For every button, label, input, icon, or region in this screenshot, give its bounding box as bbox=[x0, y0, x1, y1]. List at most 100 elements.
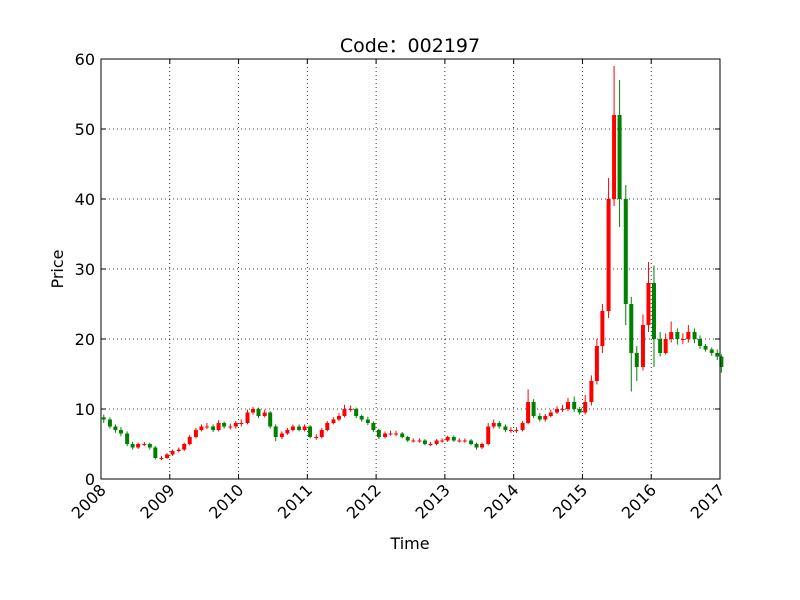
candle-body bbox=[147, 444, 152, 448]
candle-body bbox=[400, 433, 405, 437]
candle-body bbox=[365, 419, 370, 423]
candle-body bbox=[698, 339, 703, 346]
candle-body bbox=[606, 199, 611, 311]
candle-body bbox=[101, 417, 106, 420]
y-axis-label: Price bbox=[48, 249, 67, 288]
candle-body bbox=[331, 419, 336, 423]
candle-body bbox=[297, 426, 302, 430]
candle-body bbox=[348, 409, 353, 410]
candle-body bbox=[211, 426, 216, 430]
candle-body bbox=[577, 409, 582, 413]
candle-body bbox=[669, 332, 674, 339]
candle-body bbox=[560, 409, 565, 410]
x-axis-label: Time bbox=[389, 534, 429, 553]
candle-body bbox=[136, 444, 141, 448]
y-tick-label: 20 bbox=[75, 330, 95, 349]
candle-body bbox=[623, 199, 628, 304]
y-tick-label: 30 bbox=[75, 260, 95, 279]
candle-body bbox=[445, 437, 450, 441]
candle-body bbox=[233, 423, 238, 427]
candle-body bbox=[308, 426, 313, 437]
candle-body bbox=[480, 444, 485, 448]
candle-body bbox=[434, 440, 439, 444]
candle-body bbox=[405, 437, 410, 441]
candle-body bbox=[314, 437, 319, 438]
candle-body bbox=[359, 416, 364, 420]
candle-body bbox=[319, 430, 324, 437]
candle-body bbox=[526, 402, 531, 423]
candle-body bbox=[566, 402, 571, 409]
candle-body bbox=[715, 353, 720, 357]
candle-body bbox=[204, 426, 209, 428]
candle-body bbox=[612, 115, 617, 199]
candle-body bbox=[279, 433, 284, 437]
candle-body bbox=[572, 402, 577, 409]
candle-body bbox=[376, 430, 381, 437]
candle-body bbox=[417, 440, 422, 442]
candle-body bbox=[663, 339, 668, 353]
candle-body bbox=[451, 437, 456, 441]
chart-title: Code：002197 bbox=[340, 35, 480, 57]
candle-body bbox=[290, 426, 295, 430]
candle-body bbox=[383, 433, 388, 437]
candle-body bbox=[675, 332, 680, 339]
candle-body bbox=[302, 426, 307, 430]
candle-body bbox=[107, 419, 112, 427]
candle-body bbox=[216, 423, 221, 430]
candle-body bbox=[113, 426, 118, 430]
y-tick-label: 0 bbox=[85, 470, 95, 489]
candle-body bbox=[658, 339, 663, 353]
candle-body bbox=[165, 454, 170, 458]
candle-body bbox=[118, 430, 123, 434]
candle-body bbox=[686, 332, 691, 339]
candle-body bbox=[222, 423, 227, 427]
candle-body bbox=[239, 423, 244, 424]
candle-body bbox=[617, 115, 622, 199]
candle-body bbox=[634, 353, 639, 367]
y-tick-label: 60 bbox=[75, 50, 95, 69]
candle-body bbox=[629, 304, 634, 353]
candle-body bbox=[342, 409, 347, 416]
candle-body bbox=[325, 423, 330, 430]
candle-body bbox=[703, 346, 708, 350]
candle-body bbox=[680, 339, 685, 340]
y-tick-label: 10 bbox=[75, 400, 95, 419]
candle-body bbox=[469, 440, 474, 444]
candle-body bbox=[170, 451, 175, 455]
candle-body bbox=[228, 426, 233, 428]
y-tick-label: 50 bbox=[75, 120, 95, 139]
candle-body bbox=[486, 426, 491, 444]
candle-body bbox=[262, 412, 267, 416]
candle-body bbox=[640, 325, 645, 367]
candle-body bbox=[520, 423, 525, 430]
plot-frame bbox=[100, 58, 721, 480]
candle-body bbox=[422, 440, 427, 444]
candle-body bbox=[462, 440, 467, 442]
candle-body bbox=[125, 433, 130, 444]
candle-body bbox=[153, 447, 158, 458]
candle-body bbox=[130, 444, 135, 448]
candle-body bbox=[428, 444, 433, 445]
candle-body bbox=[354, 409, 359, 416]
candle-body bbox=[600, 311, 605, 346]
candle-body bbox=[245, 412, 250, 423]
candle-body bbox=[646, 283, 651, 325]
candle-body bbox=[199, 426, 204, 430]
candle-body bbox=[256, 409, 261, 416]
candle-body bbox=[548, 412, 553, 416]
candle-body bbox=[187, 437, 192, 444]
y-tick-label: 40 bbox=[75, 190, 95, 209]
candle-body bbox=[709, 349, 714, 353]
candle-body bbox=[411, 440, 416, 442]
candle-body bbox=[440, 440, 445, 442]
candle-body bbox=[719, 356, 724, 367]
candle-body bbox=[388, 433, 393, 435]
candle-body bbox=[142, 444, 147, 445]
candle-body bbox=[554, 409, 559, 413]
candle-body bbox=[285, 430, 290, 434]
candle-body bbox=[250, 409, 255, 413]
candle-body bbox=[273, 426, 278, 437]
